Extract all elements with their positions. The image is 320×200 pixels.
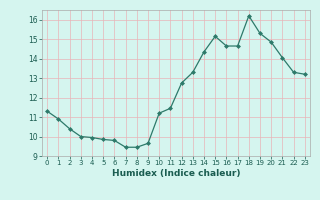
X-axis label: Humidex (Indice chaleur): Humidex (Indice chaleur) <box>112 169 240 178</box>
